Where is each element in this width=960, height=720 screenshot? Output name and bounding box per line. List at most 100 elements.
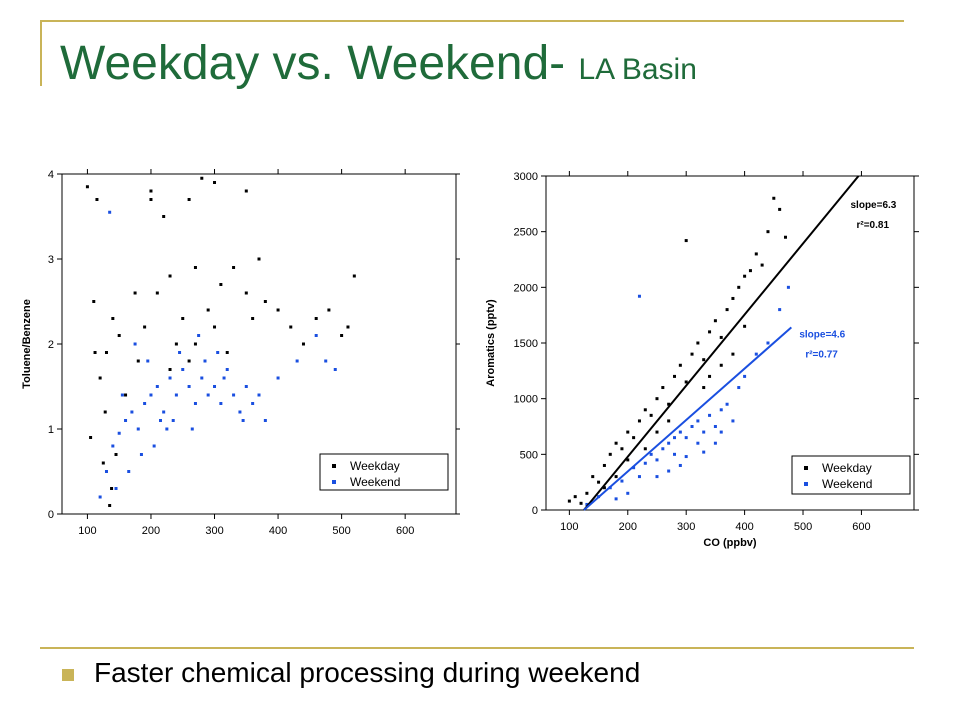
y-tick-label: 3 (48, 254, 54, 266)
data-point-weekend (130, 410, 134, 414)
data-point-weekend (263, 419, 267, 422)
data-point-weekday (111, 317, 115, 320)
data-point-weekday (85, 185, 89, 189)
data-point-weekday (643, 408, 647, 412)
x-axis-label: CO (ppbv) (703, 537, 756, 549)
data-point-weekend (203, 359, 207, 363)
data-point-weekend (257, 393, 261, 397)
data-point-weekend (649, 452, 653, 456)
data-point-weekday (314, 317, 318, 320)
data-point-weekend (174, 393, 178, 397)
data-point-weekend (143, 402, 147, 405)
data-point-weekend (754, 352, 758, 356)
data-point-weekday (93, 351, 97, 354)
data-point-weekday (168, 274, 172, 278)
data-point-weekday (719, 363, 723, 367)
data-point-weekday (103, 410, 107, 414)
data-point-weekday (352, 274, 356, 278)
data-point-weekday (708, 374, 712, 378)
data-point-weekend (193, 402, 197, 405)
data-point-weekend (684, 436, 688, 440)
x-tick-label: 200 (142, 525, 160, 537)
data-point-weekday (614, 475, 618, 479)
data-point-weekday (89, 436, 93, 439)
data-point-weekday (585, 491, 589, 495)
x-tick-label: 500 (794, 521, 812, 533)
data-point-weekend (585, 502, 589, 506)
data-point-weekday (219, 283, 223, 286)
data-point-weekend (111, 444, 115, 448)
data-point-weekend (333, 368, 337, 371)
data-point-weekend (684, 455, 688, 459)
x-tick-label: 100 (560, 521, 578, 533)
data-point-weekday (626, 430, 630, 434)
data-point-weekday (133, 291, 137, 295)
slide-title: Weekday vs. Weekend- LA Basin (60, 36, 697, 91)
data-point-weekday (608, 452, 612, 456)
data-point-weekend (632, 466, 636, 470)
data-point-weekday (206, 308, 210, 312)
data-point-weekday (124, 393, 128, 397)
data-point-weekday (104, 351, 108, 354)
data-point-weekday (187, 359, 191, 363)
data-point-weekday (661, 386, 665, 390)
data-point-weekday (719, 335, 723, 339)
data-point-weekday (684, 239, 688, 243)
data-point-weekend (276, 376, 280, 380)
data-point-weekday (567, 499, 571, 503)
data-point-weekday (136, 359, 140, 363)
data-point-weekend (786, 285, 790, 289)
aromatics-chart: 0 500 1000 1500 2000 2500 3000 100 200 300 400 500 6… (485, 171, 919, 549)
data-point-weekday (626, 458, 630, 462)
data-point-weekday (193, 266, 197, 269)
bottom-rule (40, 647, 914, 649)
data-point-weekend (314, 334, 318, 337)
data-point-weekday (200, 176, 204, 180)
data-point-weekday (181, 317, 185, 320)
legend-marker-weekend (804, 482, 808, 486)
data-point-weekday (101, 461, 105, 465)
data-point-weekday (772, 196, 776, 200)
data-point-weekday (591, 475, 595, 479)
data-point-weekend (696, 419, 700, 423)
data-point-weekday (743, 274, 747, 278)
fit-slope-label: slope=4.6 (799, 329, 845, 340)
data-point-weekday (713, 319, 717, 323)
x-tick-label: 400 (735, 521, 753, 533)
data-point-weekday (702, 358, 706, 362)
data-point-weekend (725, 402, 729, 406)
data-point-weekday (602, 486, 606, 490)
legend-marker-weekday (332, 464, 336, 468)
data-point-weekend (690, 425, 694, 428)
data-point-weekend (778, 308, 782, 312)
fit-line-weekend (583, 326, 792, 511)
data-point-weekday (614, 441, 618, 445)
data-point-weekday (632, 436, 636, 440)
data-point-weekend (178, 351, 182, 354)
data-point-weekday (667, 402, 671, 406)
data-point-weekend (219, 402, 223, 405)
data-point-weekend (197, 334, 201, 337)
data-point-weekday (193, 342, 197, 346)
slide-title-sub: LA Basin (578, 53, 697, 86)
data-point-weekend (661, 447, 665, 451)
y-tick-label: 2500 (514, 227, 538, 239)
data-point-weekday (346, 325, 350, 329)
data-point-weekday (684, 380, 688, 384)
data-point-weekend (696, 441, 700, 445)
data-point-weekday (655, 430, 659, 434)
data-point-weekday (602, 463, 606, 467)
data-point-weekday (743, 324, 747, 328)
x-tick-label: 100 (78, 525, 96, 537)
data-point-weekday (778, 207, 782, 211)
data-point-weekday (702, 386, 706, 390)
data-point-weekend (162, 410, 166, 414)
data-point-weekday (690, 352, 694, 356)
data-point-weekend (626, 491, 630, 495)
data-point-weekday (766, 230, 770, 234)
data-point-weekday (232, 266, 236, 269)
data-point-weekend (637, 294, 641, 298)
data-point-weekend (713, 441, 717, 445)
data-point-weekend (133, 342, 137, 346)
data-point-weekday (579, 501, 583, 505)
